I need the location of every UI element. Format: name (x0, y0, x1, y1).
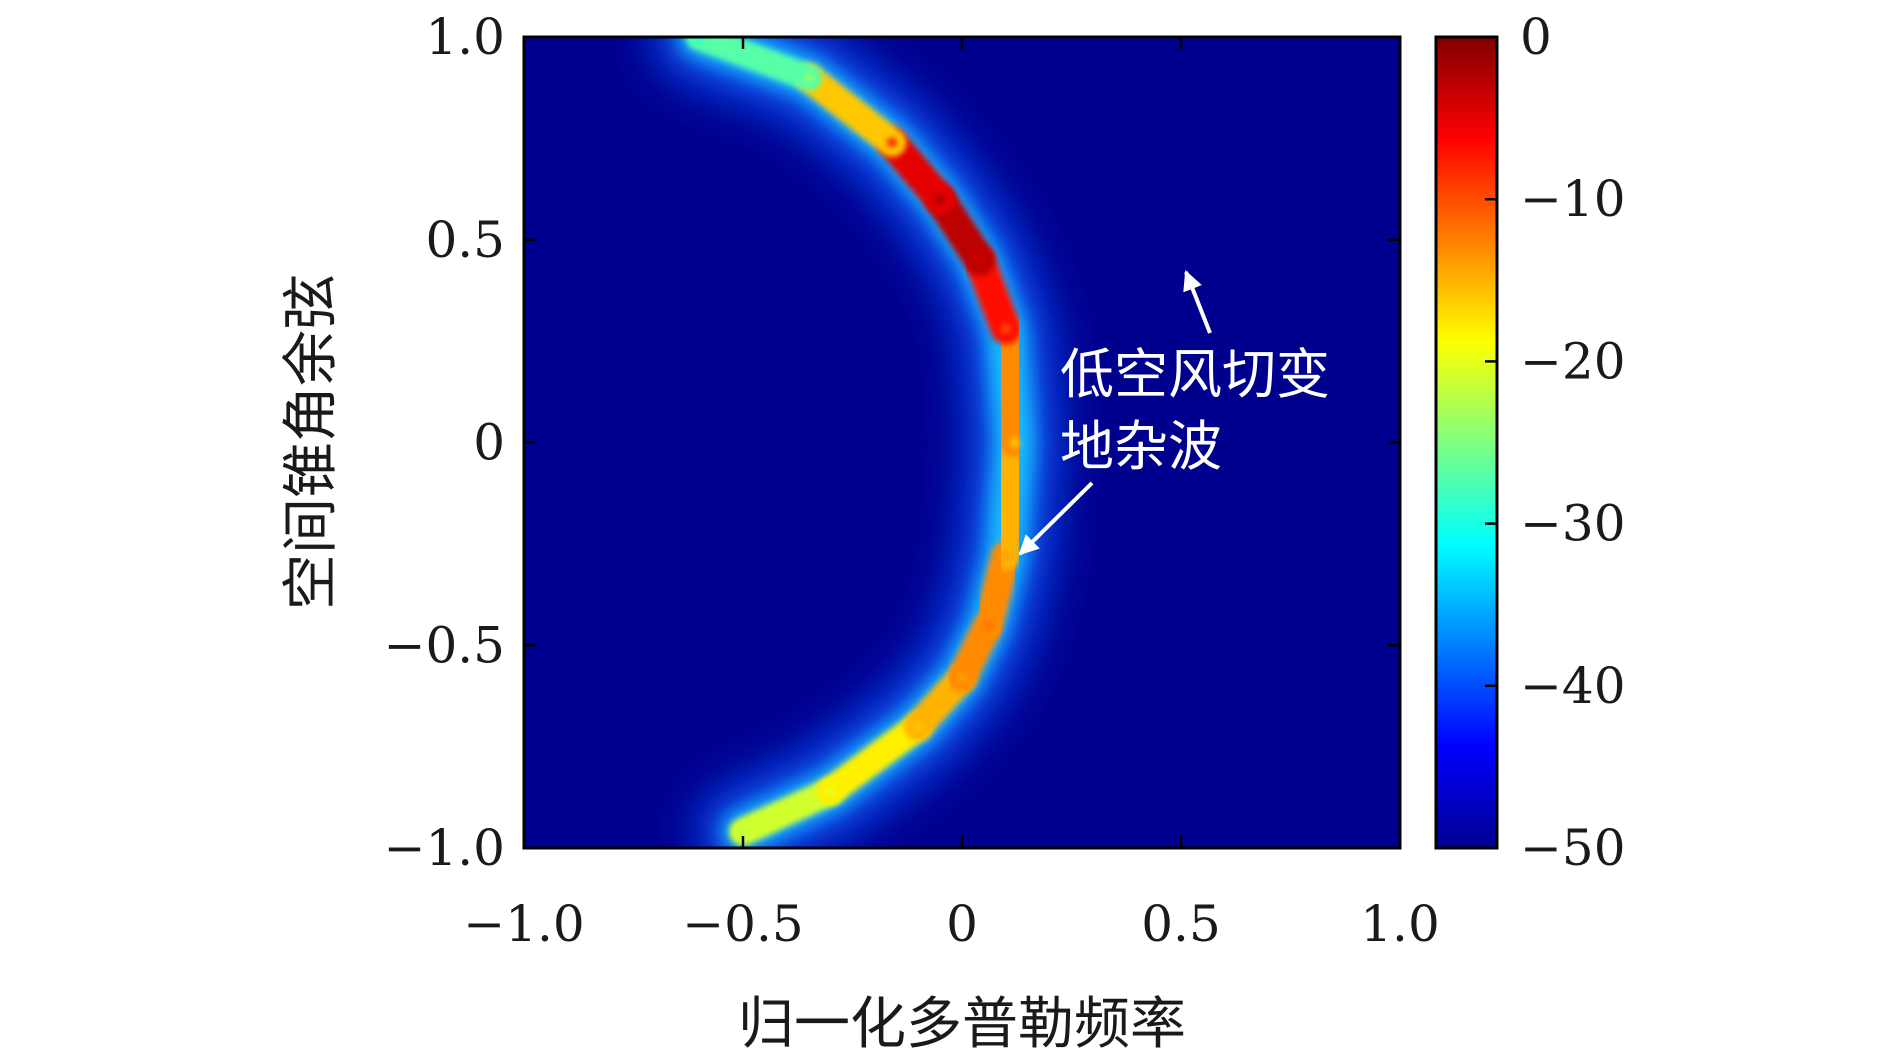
annotation: 低空风切变 地杂波 (1018, 270, 1330, 556)
ridge-point (886, 137, 897, 148)
x-tick-label: −0.5 (682, 895, 803, 953)
x-tick-label: −1.0 (463, 895, 584, 953)
y-axis-title: 空间锥角余弦 (279, 274, 344, 610)
ridge-segment (991, 428, 1030, 571)
heatmap-layer (654, 37, 1220, 848)
ridge-point (1000, 323, 1011, 334)
annotation-line-1: 低空风切变 (1060, 343, 1330, 406)
x-axis-title: 归一化多普勒频率 (738, 992, 1186, 1049)
y-tick-label: −0.5 (384, 616, 505, 674)
colorbar-gradient (1436, 37, 1497, 848)
ridge-segment (685, 37, 823, 91)
colorbar-tick-label: −20 (1520, 332, 1626, 390)
colorbar-ticks: 0 −10 −20 −30 −40 −50 (1485, 8, 1626, 877)
ridge-segment (991, 314, 1030, 458)
ridge-segment (816, 712, 933, 806)
ridge-point (825, 786, 836, 797)
y-tick-label: 0 (473, 414, 505, 472)
colorbar-tick-label: 0 (1520, 8, 1552, 66)
colorbar-frame (1434, 35, 1499, 850)
x-tick-label: 0 (946, 895, 978, 953)
ridge-point (974, 255, 985, 266)
ridge-segment (794, 63, 907, 157)
x-tick-label: 1.0 (1360, 895, 1440, 953)
annotation-arrow-down (1018, 481, 1094, 556)
ridge-point (1009, 437, 1020, 448)
ridge-point (935, 194, 946, 205)
ridge-point (738, 826, 748, 837)
ridge-point (957, 672, 967, 683)
y-tick-label: −1.0 (384, 819, 505, 877)
colorbar: 0 −10 −20 −30 −40 −50 (1434, 8, 1626, 877)
y-ticks: −1.0 −0.5 0 0.5 1.0 (384, 8, 1400, 877)
colorbar-tick-label: −50 (1520, 819, 1626, 877)
annotation-line-2: 地杂波 (1060, 415, 1222, 478)
y-tick-label: 0.5 (425, 211, 505, 269)
colorbar-tick-label: −40 (1520, 657, 1626, 715)
ridge-segment (729, 777, 845, 846)
ridge-point (803, 72, 814, 83)
y-tick-label: 1.0 (425, 8, 505, 66)
x-ticks: −1.0 −0.5 0 0.5 1.0 (463, 37, 1440, 953)
annotation-arrow-up (1183, 270, 1212, 334)
colorbar-tick-label: −10 (1520, 170, 1626, 228)
colorbar-tick-label: −30 (1520, 495, 1626, 553)
ridge-point (983, 619, 994, 630)
plot-area: −1.0 −0.5 0 0.5 1.0 −1.0 −0.5 0 0.5 1.0 (384, 8, 1440, 953)
ridge-point (1000, 551, 1011, 562)
x-tick-label: 0.5 (1141, 895, 1221, 953)
ridge-point (913, 721, 924, 732)
